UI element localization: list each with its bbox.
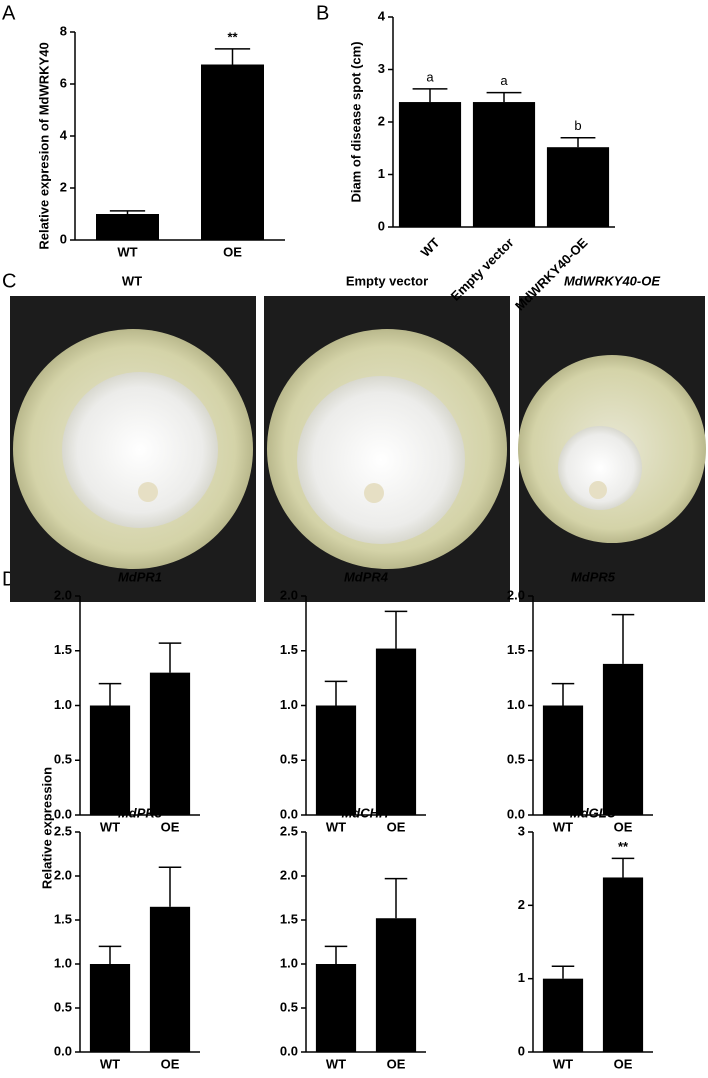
chart-title: MdPR8	[118, 805, 163, 820]
y-tick-label: 3	[378, 61, 385, 76]
x-tick-label: WT	[326, 819, 346, 834]
y-tick-label: 0.0	[507, 806, 525, 821]
annotation: a	[426, 69, 434, 84]
chart-title: MdPR5	[571, 569, 616, 584]
y-tick-label: 1.5	[54, 642, 72, 657]
x-tick-label: OE	[614, 1056, 633, 1071]
y-tick-label: 0	[378, 218, 385, 233]
y-tick-label: 0	[60, 231, 67, 246]
y-tick-label: 4	[378, 8, 386, 23]
shared-y-label: Relative expression	[39, 767, 54, 889]
photo-title: MdWRKY40-OE	[564, 273, 660, 288]
y-tick-label: 1.0	[280, 955, 298, 970]
x-tick-label: OE	[387, 1056, 406, 1071]
y-tick-label: 0.0	[54, 806, 72, 821]
y-tick-label: 0.5	[280, 999, 298, 1014]
y-tick-label: 0.5	[54, 752, 72, 767]
y-tick-label: 0.5	[54, 999, 72, 1014]
x-tick-label: WT	[117, 244, 137, 259]
annotation: a	[500, 73, 508, 88]
x-tick-label: WT	[100, 819, 120, 834]
x-tick-label: WT	[418, 235, 443, 260]
panel-label: C	[2, 270, 16, 292]
y-tick-label: 0.5	[280, 752, 298, 767]
bar	[546, 147, 610, 227]
y-tick-label: 2.5	[280, 823, 298, 838]
y-tick-label: 1.0	[507, 697, 525, 712]
y-tick-label: 0.0	[280, 1043, 298, 1058]
annotation: **	[618, 839, 629, 854]
chart-title: MdGLU	[570, 805, 617, 820]
y-tick-label: 2	[60, 179, 67, 194]
y-tick-label: 1.5	[280, 642, 298, 657]
y-tick-label: 1.0	[54, 697, 72, 712]
bar	[542, 705, 584, 815]
y-tick-label: 2	[518, 897, 525, 912]
x-tick-label: OE	[223, 244, 242, 259]
panel-label: A	[2, 2, 16, 24]
y-tick-label: 1.0	[280, 697, 298, 712]
bar	[315, 964, 357, 1052]
y-tick-label: 8	[60, 23, 67, 38]
y-tick-label: 1.5	[507, 642, 525, 657]
x-tick-label: WT	[553, 1056, 573, 1071]
bar	[602, 663, 644, 815]
y-tick-label: 2.5	[54, 823, 72, 838]
y-tick-label: 1.0	[54, 955, 72, 970]
y-tick-label: 0.0	[280, 806, 298, 821]
y-tick-label: 6	[60, 75, 67, 90]
x-tick-label: OE	[161, 819, 180, 834]
x-tick-label: Empty vector	[448, 235, 517, 304]
y-axis-label: Diam of disease spot (cm)	[348, 41, 363, 202]
y-tick-label: 2.0	[280, 587, 298, 602]
bar	[472, 102, 536, 227]
photo	[10, 296, 256, 602]
y-tick-label: 2.0	[54, 587, 72, 602]
bar	[89, 705, 131, 815]
bar	[89, 964, 131, 1052]
x-tick-label: OE	[161, 1056, 180, 1071]
bar	[375, 648, 417, 815]
y-tick-label: 0.0	[54, 1043, 72, 1058]
y-tick-label: 2	[378, 113, 385, 128]
y-tick-label: 0.5	[507, 752, 525, 767]
bar	[315, 705, 357, 815]
bar	[149, 906, 191, 1052]
bar	[602, 877, 644, 1052]
y-tick-label: 1.5	[54, 911, 72, 926]
y-tick-label: 0	[518, 1043, 525, 1058]
photo-title: WT	[122, 273, 142, 288]
y-tick-label: 1	[378, 166, 385, 181]
photo	[264, 296, 510, 602]
photo-title: Empty vector	[346, 273, 428, 288]
y-tick-label: 1.5	[280, 911, 298, 926]
panel-label: B	[316, 2, 329, 24]
y-tick-label: 3	[518, 823, 525, 838]
x-tick-label: OE	[614, 819, 633, 834]
bar	[201, 64, 264, 240]
chart-title: MdCHIT	[341, 805, 391, 820]
x-tick-label: OE	[387, 819, 406, 834]
annotation: **	[227, 29, 238, 44]
bar	[149, 672, 191, 815]
photo	[518, 296, 706, 602]
annotation: b	[574, 118, 581, 133]
chart-title: MdPR1	[118, 569, 162, 584]
chart-title: MdPR4	[344, 569, 389, 584]
bar	[96, 214, 159, 240]
x-tick-label: WT	[553, 819, 573, 834]
y-tick-label: 2.0	[54, 867, 72, 882]
y-axis-label: Relative expresion of MdWRKY40	[36, 42, 51, 249]
y-tick-label: 2.0	[507, 587, 525, 602]
bar	[398, 102, 462, 227]
y-tick-label: 1	[518, 970, 525, 985]
x-tick-label: WT	[100, 1056, 120, 1071]
y-tick-label: 4	[60, 127, 68, 142]
y-tick-label: 2.0	[280, 867, 298, 882]
x-tick-label: WT	[326, 1056, 346, 1071]
bar	[375, 918, 417, 1052]
bar	[542, 978, 584, 1052]
